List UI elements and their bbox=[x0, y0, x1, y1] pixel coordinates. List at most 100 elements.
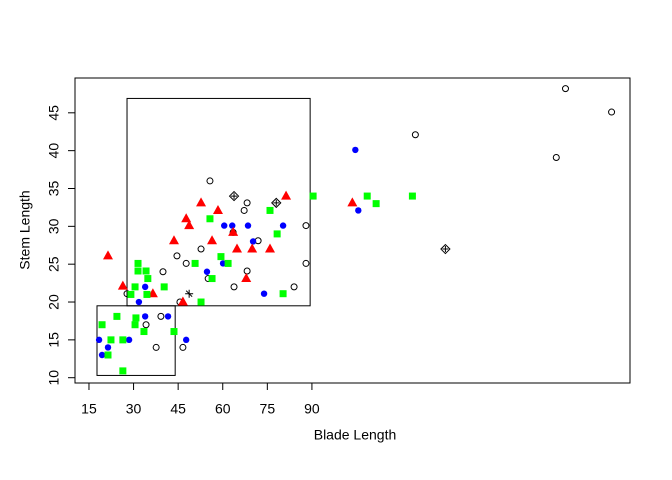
point bbox=[266, 206, 274, 214]
point bbox=[247, 243, 258, 253]
point bbox=[119, 367, 127, 375]
point bbox=[170, 328, 178, 336]
point bbox=[355, 207, 362, 214]
point bbox=[185, 289, 194, 298]
point bbox=[119, 336, 127, 344]
point bbox=[104, 351, 112, 359]
point bbox=[224, 259, 232, 267]
point bbox=[408, 192, 416, 200]
point bbox=[95, 336, 103, 344]
point bbox=[182, 259, 190, 267]
y-tick-label: 35 bbox=[46, 180, 62, 196]
x-tick-label: 75 bbox=[260, 401, 276, 417]
point bbox=[152, 343, 160, 351]
point bbox=[243, 267, 251, 275]
point bbox=[157, 312, 165, 320]
point bbox=[279, 290, 287, 298]
region-box bbox=[126, 97, 311, 307]
point bbox=[98, 321, 106, 329]
point bbox=[127, 290, 135, 298]
point bbox=[228, 190, 240, 202]
point bbox=[241, 273, 252, 283]
point bbox=[228, 226, 239, 236]
point bbox=[159, 268, 167, 276]
point bbox=[229, 222, 236, 229]
point bbox=[177, 296, 188, 306]
point bbox=[203, 268, 211, 275]
point bbox=[290, 283, 298, 291]
point bbox=[281, 190, 292, 200]
point bbox=[411, 131, 419, 139]
point bbox=[107, 336, 115, 344]
point bbox=[142, 267, 150, 275]
point bbox=[309, 192, 317, 200]
point bbox=[113, 312, 121, 320]
point bbox=[140, 328, 148, 336]
point bbox=[302, 222, 310, 230]
point bbox=[141, 313, 149, 320]
point bbox=[279, 222, 287, 229]
point bbox=[352, 146, 359, 154]
point bbox=[230, 283, 238, 291]
point bbox=[244, 222, 252, 229]
point bbox=[132, 314, 140, 322]
point bbox=[142, 321, 150, 329]
point bbox=[372, 200, 380, 208]
plot-box bbox=[74, 77, 631, 384]
point bbox=[206, 177, 214, 185]
point bbox=[260, 290, 268, 297]
point bbox=[184, 220, 195, 230]
point bbox=[217, 253, 225, 261]
point bbox=[208, 275, 216, 283]
x-tick-label: 45 bbox=[170, 401, 186, 417]
point bbox=[164, 313, 172, 320]
point bbox=[243, 199, 251, 207]
y-tick-label: 40 bbox=[46, 143, 62, 159]
y-tick-label: 10 bbox=[46, 370, 62, 386]
point bbox=[98, 351, 106, 359]
point bbox=[141, 283, 149, 291]
point bbox=[347, 197, 358, 207]
x-tick-label: 60 bbox=[215, 401, 231, 417]
x-tick-label: 15 bbox=[81, 401, 97, 417]
point bbox=[102, 250, 113, 260]
point bbox=[134, 267, 142, 275]
point bbox=[168, 235, 179, 245]
point bbox=[271, 197, 282, 209]
point bbox=[125, 336, 133, 344]
y-tick-label: 30 bbox=[46, 218, 62, 234]
point bbox=[134, 259, 142, 267]
point bbox=[191, 259, 199, 267]
point bbox=[179, 343, 187, 351]
point bbox=[561, 85, 569, 93]
y-tick-label: 45 bbox=[46, 105, 62, 121]
point bbox=[240, 206, 248, 214]
point bbox=[302, 259, 310, 267]
point bbox=[117, 280, 128, 290]
y-axis-label: Stem Length bbox=[17, 190, 33, 269]
point bbox=[608, 108, 616, 116]
point bbox=[206, 215, 214, 223]
point bbox=[104, 344, 112, 351]
point bbox=[249, 238, 257, 245]
point bbox=[181, 213, 192, 223]
point bbox=[144, 275, 152, 283]
point bbox=[232, 243, 243, 253]
point bbox=[440, 243, 451, 255]
point bbox=[552, 153, 560, 161]
point bbox=[173, 252, 181, 260]
point bbox=[197, 298, 205, 306]
y-tick-label: 15 bbox=[46, 332, 62, 348]
point bbox=[273, 230, 281, 238]
point bbox=[182, 336, 190, 344]
x-axis-label: Blade Length bbox=[314, 427, 397, 443]
point bbox=[131, 321, 139, 329]
point bbox=[197, 245, 205, 253]
point bbox=[207, 235, 218, 245]
point bbox=[212, 204, 223, 214]
point bbox=[265, 243, 276, 253]
point bbox=[221, 222, 228, 229]
y-tick-label: 25 bbox=[46, 256, 62, 272]
point bbox=[160, 283, 168, 291]
